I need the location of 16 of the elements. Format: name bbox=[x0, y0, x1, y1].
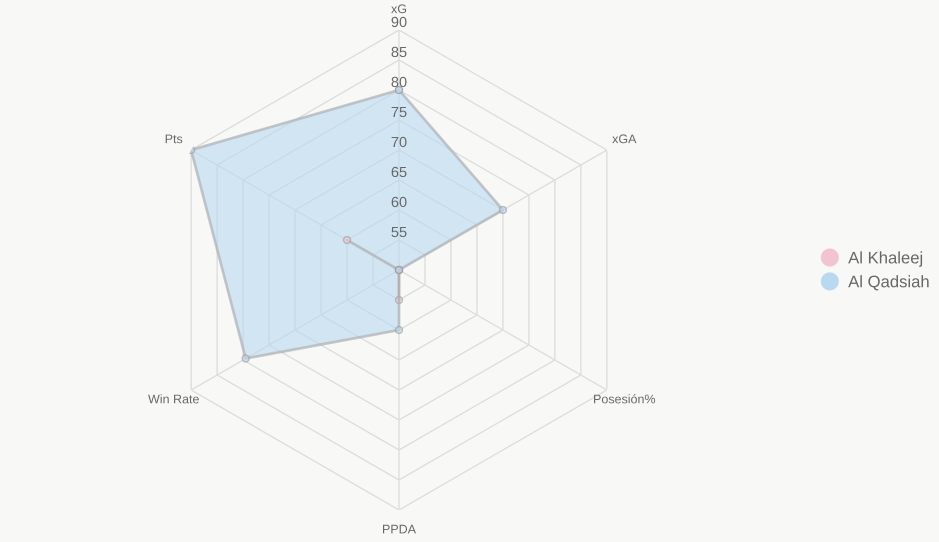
y-tick-label: 90 bbox=[392, 16, 407, 28]
y-tick-label: 75 bbox=[392, 106, 406, 118]
spoke-label: xG bbox=[391, 4, 406, 14]
y-tick-label: 60 bbox=[392, 196, 407, 208]
y-tick-label: 70 bbox=[392, 136, 407, 148]
legend-label: Al Khaleej bbox=[848, 251, 922, 267]
y-tick-label: 65 bbox=[392, 166, 406, 178]
y-tick-label: 85 bbox=[392, 46, 406, 58]
spoke-label: Pts bbox=[166, 134, 182, 144]
y-tick-label: 80 bbox=[392, 76, 407, 88]
spoke-label: Win Rate bbox=[148, 394, 199, 404]
y-tick-label: 55 bbox=[391, 226, 406, 238]
spoke-label: PPDA bbox=[383, 524, 416, 534]
legend-label: Al Qadsiah bbox=[848, 275, 929, 290]
spoke-label: xGA bbox=[612, 134, 636, 144]
spoke-label: Posesión% bbox=[594, 394, 656, 404]
